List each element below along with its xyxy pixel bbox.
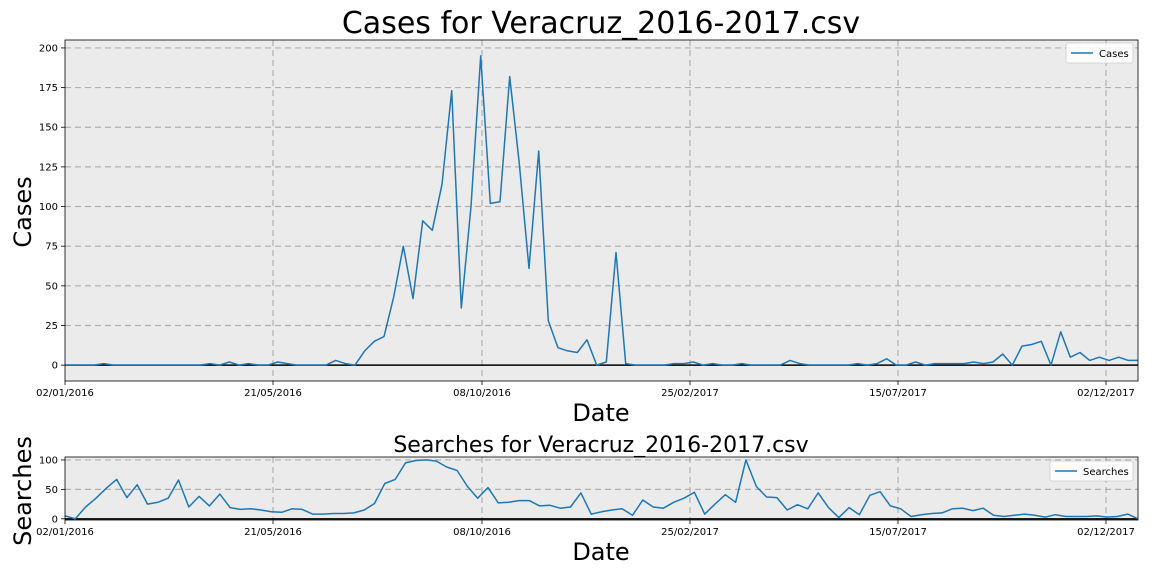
x-tick-label: 21/05/2016 (244, 527, 302, 538)
cases-grid (65, 40, 1138, 381)
y-tick-label: 175 (39, 83, 58, 94)
series-line (65, 55, 1138, 366)
searches-legend-box (1049, 460, 1134, 482)
y-tick-label: 100 (39, 455, 58, 466)
cases-plot-frame (64, 39, 1139, 382)
searches-y-axis-label: Searches (9, 436, 37, 546)
cases-plot-area (65, 40, 1138, 381)
cases-legend-label: Cases (1099, 49, 1129, 60)
searches-plot-area (65, 457, 1138, 520)
cases-y-ticks: 0 25 50 75 100 125 150 175 200 (39, 43, 65, 372)
cases-chart: 0 25 50 75 100 125 150 175 200 02/01/2016 21/05/2… (9, 6, 1139, 427)
y-tick-label: 50 (45, 281, 58, 292)
searches-y-ticks: 0 50 100 (39, 455, 65, 525)
y-tick-label: 200 (39, 43, 58, 54)
cases-legend-box (1065, 42, 1134, 64)
y-tick-label: 150 (39, 123, 58, 134)
searches-chart: 0 50 100 02/01/2016 21/05/2016 08/10/2016 25/… (9, 433, 1139, 566)
cases-chart-title: Cases for Veracruz_2016-2017.csv (342, 6, 860, 41)
x-tick-label: 25/02/2017 (661, 527, 719, 538)
x-tick-label: 08/10/2016 (453, 527, 511, 538)
y-tick-label: 125 (39, 162, 58, 173)
searches-x-ticks: 02/01/2016 21/05/2016 08/10/2016 25/02/2017… (36, 520, 1135, 538)
x-tick-label: 15/07/2017 (869, 388, 927, 399)
searches-series (64, 459, 1139, 520)
searches-plot-frame (64, 456, 1139, 521)
x-tick-label: 02/01/2016 (36, 388, 94, 399)
x-tick-label: 25/02/2017 (661, 388, 719, 399)
series-line (64, 459, 1139, 520)
x-tick-label: 21/05/2016 (244, 388, 302, 399)
cases-x-ticks: 02/01/2016 21/05/2016 08/10/2016 25/02/2017… (36, 381, 1135, 399)
cases-legend: Cases (1065, 42, 1134, 64)
cases-x-axis-label: Date (572, 399, 629, 427)
y-tick-label: 0 (52, 361, 58, 372)
y-tick-label: 75 (45, 242, 58, 253)
searches-legend-label: Searches (1083, 467, 1129, 478)
cases-series (65, 55, 1138, 366)
x-tick-label: 02/01/2016 (36, 527, 94, 538)
searches-chart-title: Searches for Veracruz_2016-2017.csv (393, 433, 808, 458)
y-tick-label: 0 (52, 514, 58, 525)
x-tick-label: 15/07/2017 (869, 527, 927, 538)
y-tick-label: 25 (45, 321, 58, 332)
cases-y-axis-label: Cases (9, 176, 37, 247)
x-tick-label: 02/12/2017 (1077, 527, 1135, 538)
y-tick-label: 50 (45, 485, 58, 496)
y-tick-label: 100 (39, 202, 58, 213)
x-tick-label: 08/10/2016 (453, 388, 511, 399)
x-tick-label: 02/12/2017 (1077, 388, 1135, 399)
searches-x-axis-label: Date (572, 538, 629, 566)
searches-legend: Searches (1049, 460, 1134, 482)
